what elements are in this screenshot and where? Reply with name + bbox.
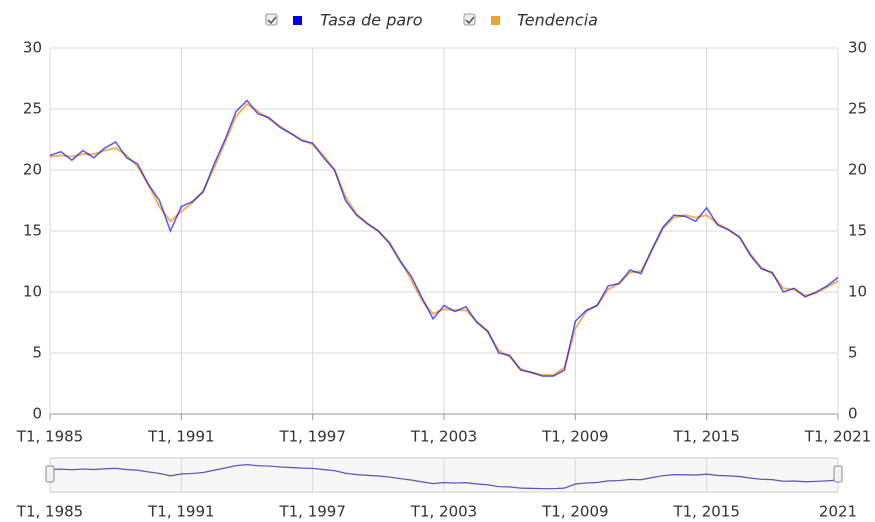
check-mark [465,16,475,25]
y2-tick-label: 0 [848,405,858,423]
x-tick-label: T1, 1991 [147,428,214,446]
navigator-handle[interactable] [45,465,55,483]
navigator-tick-label: T1, 2009 [541,503,608,521]
y-tick-label: 30 [23,39,42,57]
legend-swatch [491,16,500,25]
y2-tick-label: 25 [848,100,867,118]
y2-tick-label: 10 [848,283,867,301]
x-tick-label: T1, 1997 [278,428,345,446]
navigator-tick-label: T1, 2003 [410,503,477,521]
navigator-tick-label: T1, 1991 [147,503,214,521]
legend-label[interactable]: Tasa de paro [320,11,423,30]
navigator-handle[interactable] [833,465,843,483]
y-tick-label: 10 [23,283,42,301]
legend: Tasa de paro Tendencia [265,11,598,30]
y-tick-label: 20 [23,161,42,179]
y-tick-label: 15 [23,222,42,240]
legend-checkbox[interactable] [265,13,278,26]
x-tick-label: T1, 2003 [410,428,477,446]
x-tick-label: T1, 2015 [672,428,739,446]
navigator-line [49,463,839,490]
navigator-tick-label: 2021 [819,503,857,521]
y-tick-label: 5 [32,344,42,362]
legend-label[interactable]: Tendencia [517,11,598,30]
x-tick-label: T1, 2009 [541,428,608,446]
x-tick-label: T1, 1985 [16,428,83,446]
series-line [49,99,839,377]
x-tick-label: T1, 2021 [804,428,871,446]
check-mark [267,16,277,25]
y2-tick-label: 30 [848,39,867,57]
legend-swatch [293,16,302,25]
navigator-tick-label: T1, 1997 [278,503,345,521]
y-tick-label: 25 [23,100,42,118]
navigator-tick-label: T1, 2015 [672,503,739,521]
y-tick-label: 0 [32,405,42,423]
navigator-tick-label: T1, 1985 [16,503,83,521]
series-line [49,102,839,376]
legend-checkbox[interactable] [463,13,476,26]
y2-tick-label: 15 [848,222,867,240]
y2-tick-label: 20 [848,161,867,179]
y2-tick-label: 5 [848,344,858,362]
